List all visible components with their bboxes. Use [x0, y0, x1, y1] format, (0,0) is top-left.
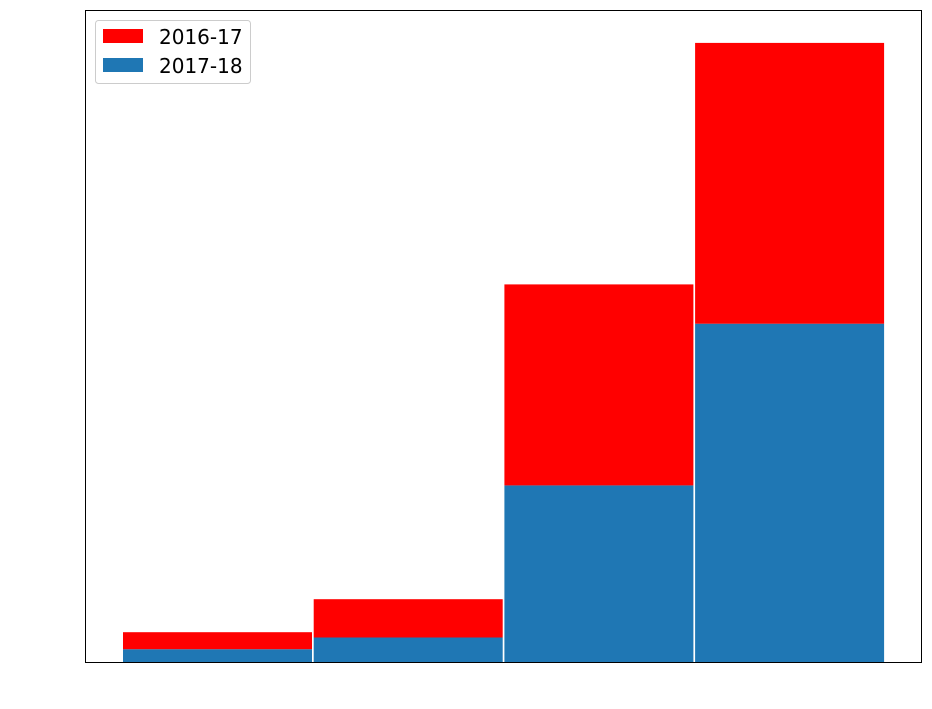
legend-label-2016-17: 2016-17 — [159, 25, 243, 49]
bar-2016-17-1 — [123, 632, 312, 650]
plot-area-frame — [85, 10, 922, 663]
legend-swatch-2017-18 — [103, 58, 143, 72]
bar-2016-17-4 — [695, 42, 885, 324]
bar-2017-18-4 — [695, 323, 885, 662]
bar-2017-18-1 — [123, 649, 312, 662]
bars-layer — [123, 42, 885, 662]
bar-2017-18-3 — [504, 485, 694, 662]
bar-2016-17-2 — [313, 599, 503, 638]
legend: 2016-17 2017-18 — [95, 20, 251, 84]
bar-2016-17-3 — [504, 284, 694, 486]
legend-swatch-2016-17 — [103, 29, 143, 43]
legend-label-2017-18: 2017-18 — [159, 54, 243, 78]
bar-2017-18-2 — [313, 637, 503, 662]
